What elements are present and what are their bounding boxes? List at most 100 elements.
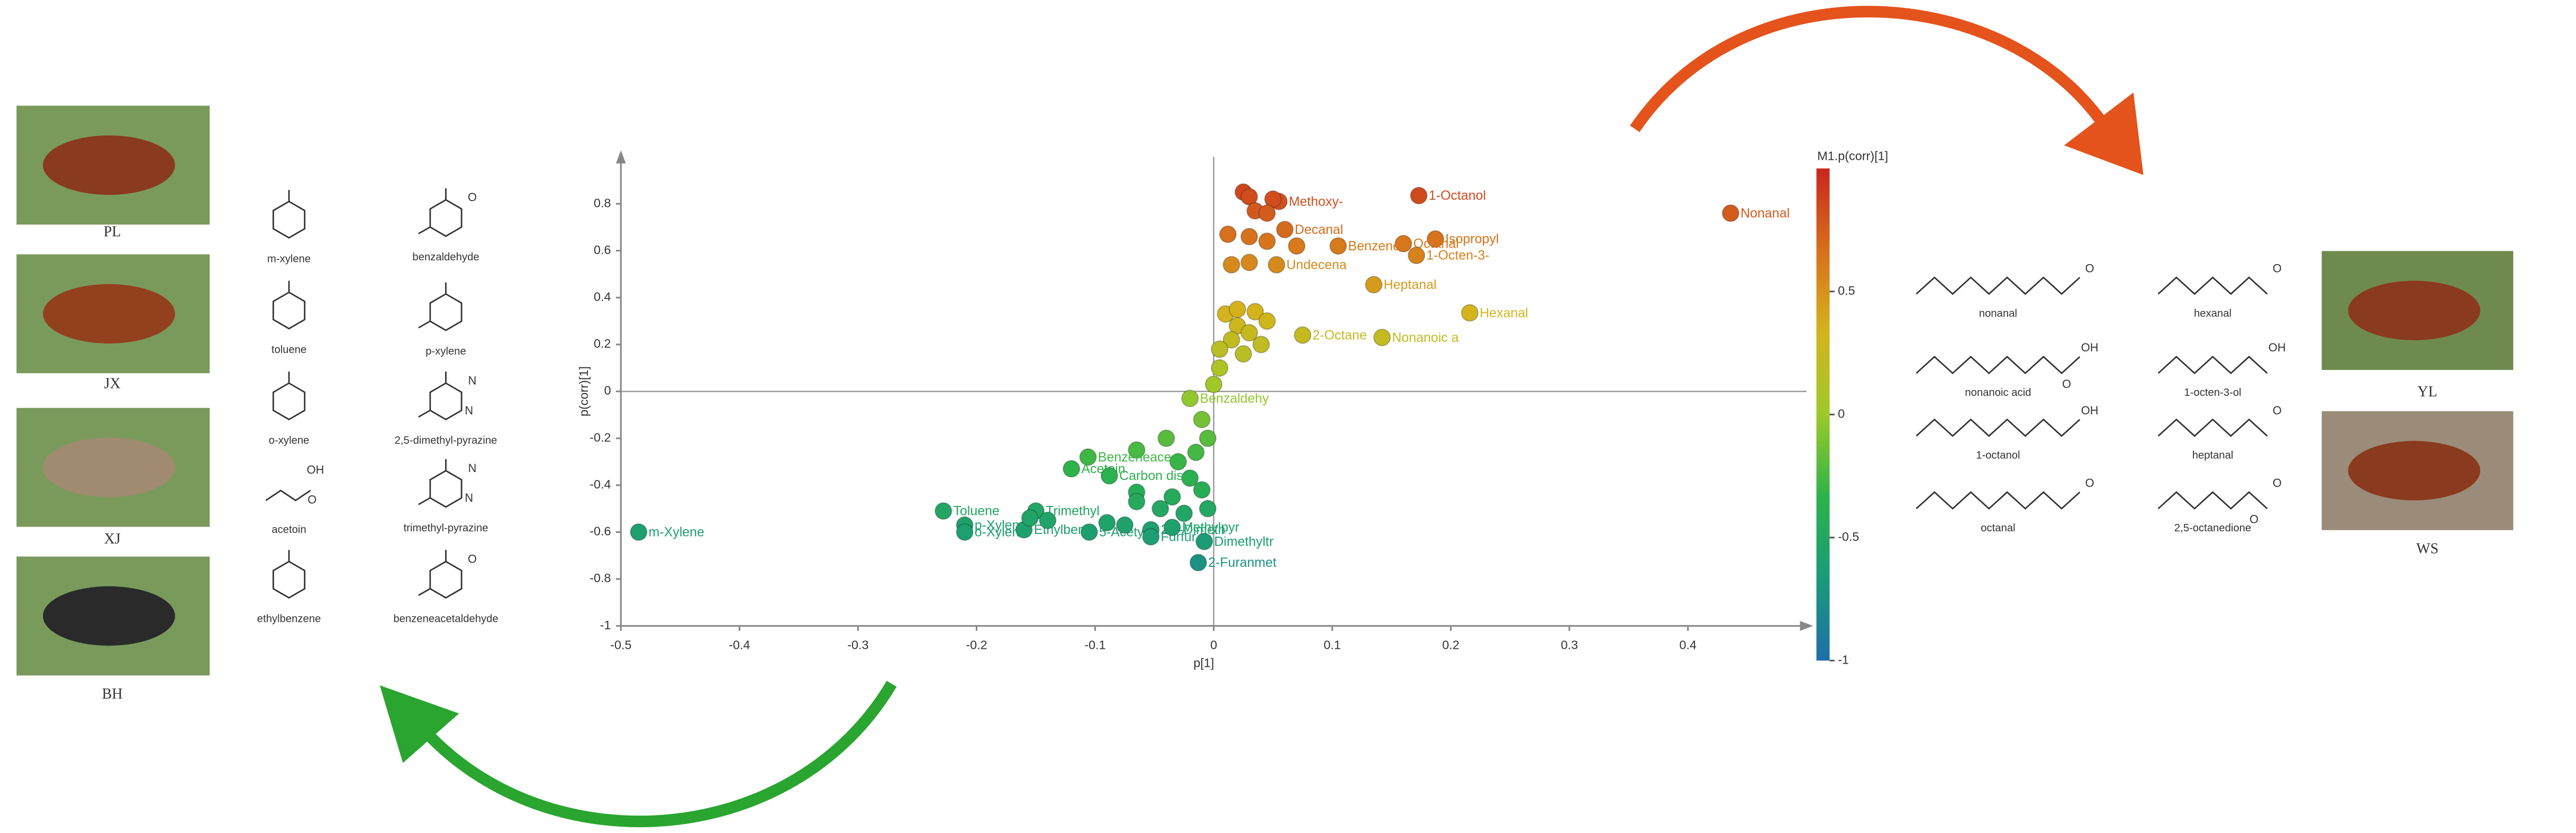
x-tick-label: 0.2 xyxy=(1442,638,1459,651)
point xyxy=(1264,190,1282,208)
point-label: Hexanal xyxy=(1480,305,1528,320)
atom-label: N xyxy=(468,374,477,387)
substituent xyxy=(418,410,431,418)
compound-name: ethylbenzene xyxy=(257,613,321,625)
point xyxy=(1079,448,1097,466)
colorbar-title: M1.p(corr)[1] xyxy=(1817,149,1888,163)
compound-name: nonanoic acid xyxy=(1965,387,2031,399)
photo-label: BH xyxy=(102,686,123,702)
point xyxy=(1461,304,1479,322)
point xyxy=(1721,204,1739,222)
point xyxy=(1211,340,1229,358)
structure xyxy=(429,469,462,508)
compound-name: 2,5-octanedione xyxy=(2174,522,2251,534)
point xyxy=(1100,467,1118,485)
atom-label: OH xyxy=(2269,341,2286,354)
atom-label: OH xyxy=(307,463,324,476)
atom-label: OH xyxy=(2081,404,2099,417)
photo-animal xyxy=(2348,441,2481,501)
point xyxy=(1287,237,1305,255)
structure xyxy=(429,560,462,599)
point xyxy=(1258,312,1276,330)
photo-label: XJ xyxy=(104,531,121,547)
atom-label: O xyxy=(2273,261,2282,275)
point xyxy=(1115,516,1134,534)
structure xyxy=(2157,491,2268,510)
x-tick-label: 0.4 xyxy=(1680,638,1697,651)
point-label: Nonanal xyxy=(1740,206,1790,221)
point xyxy=(1195,532,1213,550)
x-tick-label: -0.3 xyxy=(847,638,868,651)
compound-name: 2,5-dimethyl-pyrazine xyxy=(395,435,497,447)
atom-label: O xyxy=(2250,513,2258,526)
substituent xyxy=(418,226,431,234)
compound-name: trimethyl-pyrazine xyxy=(404,522,488,534)
point xyxy=(1128,493,1146,511)
photo-animal xyxy=(43,135,175,195)
point xyxy=(1169,452,1187,471)
point-label: Carbon dis xyxy=(1119,468,1183,483)
atom-label: N xyxy=(468,461,477,475)
colorbar-tick-label: -1 xyxy=(1838,653,1849,666)
point xyxy=(1219,225,1237,243)
point xyxy=(1373,329,1391,347)
substituent xyxy=(418,497,431,505)
photo-label: PL xyxy=(104,223,121,240)
y-tick-label: 0.4 xyxy=(594,290,611,304)
compound-name: 1-octanol xyxy=(1976,450,2020,461)
x-tick-label: -0.5 xyxy=(610,638,631,651)
photo-animal xyxy=(2348,280,2481,340)
point xyxy=(1408,247,1426,265)
photo-animal xyxy=(43,437,175,497)
x-tick-label: -0.1 xyxy=(1084,638,1105,651)
point xyxy=(630,523,648,541)
point-label: Trimethyl xyxy=(1046,504,1100,519)
point xyxy=(1222,256,1240,274)
structure xyxy=(273,560,306,599)
x-tick-label: 0 xyxy=(1210,638,1217,651)
point xyxy=(1193,481,1211,499)
y-tick-label: -0.8 xyxy=(589,571,611,585)
point xyxy=(1427,230,1445,248)
atom-label: O xyxy=(2273,404,2282,417)
structure xyxy=(1916,491,2081,510)
point xyxy=(1228,300,1246,319)
atom-label: N xyxy=(465,491,473,504)
point xyxy=(1098,514,1116,532)
x-tick-label: -0.4 xyxy=(729,638,750,651)
y-tick-label: -0.2 xyxy=(589,430,611,444)
x-axis-label: p[1] xyxy=(1193,656,1214,670)
atom-label: OH xyxy=(2081,341,2099,354)
point-label: Benzaldehy xyxy=(1200,391,1269,406)
x-tick-label: 0.1 xyxy=(1323,638,1341,651)
point xyxy=(1193,411,1211,429)
point-label: Benzene xyxy=(1348,239,1401,253)
point xyxy=(1240,324,1258,342)
point xyxy=(1329,237,1347,255)
point xyxy=(956,523,974,541)
point xyxy=(1175,504,1193,522)
point xyxy=(1163,519,1181,537)
compound-name: acetoin xyxy=(271,524,306,536)
point xyxy=(1258,232,1276,250)
arrow xyxy=(416,681,897,828)
colorbar-tick-label: 0.5 xyxy=(1838,284,1855,297)
point-label: Benzeneace xyxy=(1098,450,1172,465)
photo-label: JX xyxy=(104,376,121,392)
point xyxy=(1157,429,1175,447)
arrow xyxy=(1630,5,2119,143)
point xyxy=(1294,326,1312,344)
structure xyxy=(273,291,306,330)
point-label: Heptanal xyxy=(1384,277,1437,292)
point xyxy=(1142,528,1160,546)
point xyxy=(1199,500,1217,518)
point xyxy=(1240,228,1258,246)
point xyxy=(1211,359,1229,377)
point-label: 2-Furanmet xyxy=(1208,555,1276,570)
point-label: 1-Octen-3- xyxy=(1426,248,1489,263)
point xyxy=(1258,204,1276,222)
y-tick-label: -0.6 xyxy=(589,524,611,538)
compound-name: 1-octen-3-ol xyxy=(2184,387,2241,399)
photo-animal xyxy=(43,284,175,344)
point-label: Nonanoic a xyxy=(1392,330,1458,345)
